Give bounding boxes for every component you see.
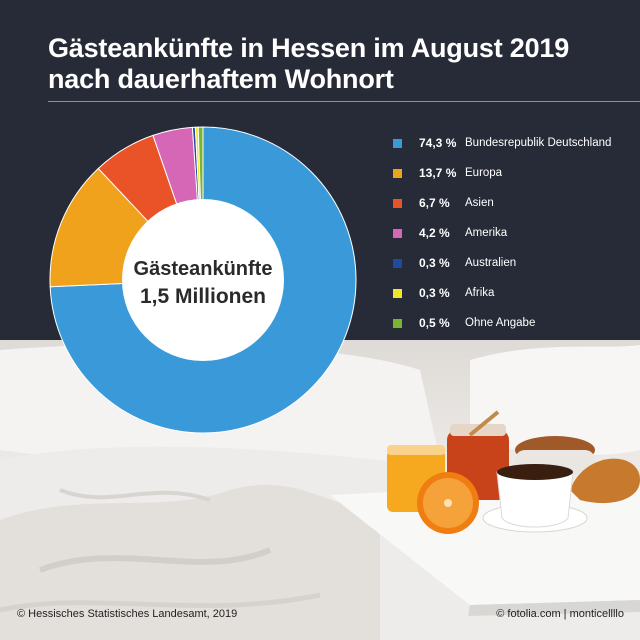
- source-credit: © Hessisches Statistisches Landesamt, 20…: [17, 608, 238, 620]
- legend-percent: 0,3 %: [419, 286, 450, 300]
- legend-item-afrika: 0,3 % Afrika: [393, 278, 638, 308]
- legend-swatch: [393, 168, 402, 178]
- chart-title-line-2: nach dauerhaftem Wohnort: [48, 64, 394, 94]
- legend-item-amerika: 4,2 % Amerika: [393, 218, 638, 248]
- chart-legend: 74,3 % Bundesrepublik Deutschland 13,7 %…: [393, 128, 638, 338]
- center-label-line-1: Gästeankünfte: [134, 258, 273, 280]
- legend-item-asien: 6,7 % Asien: [393, 188, 638, 218]
- donut-hole: [122, 199, 284, 361]
- legend-label: Amerika: [465, 227, 508, 239]
- legend-label: Afrika: [465, 287, 495, 299]
- legend-label: Europa: [465, 167, 503, 179]
- legend-swatch: [393, 228, 402, 238]
- chart-title-line-1: Gästeankünfte in Hessen im August 2019: [48, 33, 570, 63]
- legend-percent: 0,3 %: [419, 256, 450, 270]
- photo-credit: © fotolia.com | monticellllo: [496, 608, 624, 620]
- legend-percent: 4,2 %: [419, 226, 450, 240]
- legend-label: Ohne Angabe: [465, 317, 536, 329]
- chart-title: Gästeankünfte in Hessen im August 2019 n…: [48, 33, 569, 95]
- legend-swatch: [393, 288, 402, 298]
- legend-swatch: [393, 198, 402, 208]
- legend-label: Australien: [465, 257, 517, 269]
- legend-swatch: [393, 138, 402, 148]
- legend-item-ohne-angabe: 0,5 % Ohne Angabe: [393, 308, 638, 338]
- legend-item-europa: 13,7 % Europa: [393, 158, 638, 188]
- legend-swatch: [393, 258, 402, 268]
- legend-label: Bundesrepublik Deutschland: [465, 137, 612, 149]
- center-label-line-2: 1,5 Millionen: [140, 285, 266, 308]
- legend-label: Asien: [465, 197, 494, 209]
- legend-percent: 13,7 %: [419, 166, 457, 180]
- legend-swatch: [393, 318, 402, 328]
- legend-percent: 0,5 %: [419, 316, 450, 330]
- title-divider: [48, 101, 640, 102]
- legend-item-australien: 0,3 % Australien: [393, 248, 638, 278]
- legend-item-bundesrepublik-deutschland: 74,3 % Bundesrepublik Deutschland: [393, 128, 638, 158]
- background-photo: [0, 340, 640, 640]
- legend-percent: 6,7 %: [419, 196, 450, 210]
- legend-percent: 74,3 %: [419, 136, 457, 150]
